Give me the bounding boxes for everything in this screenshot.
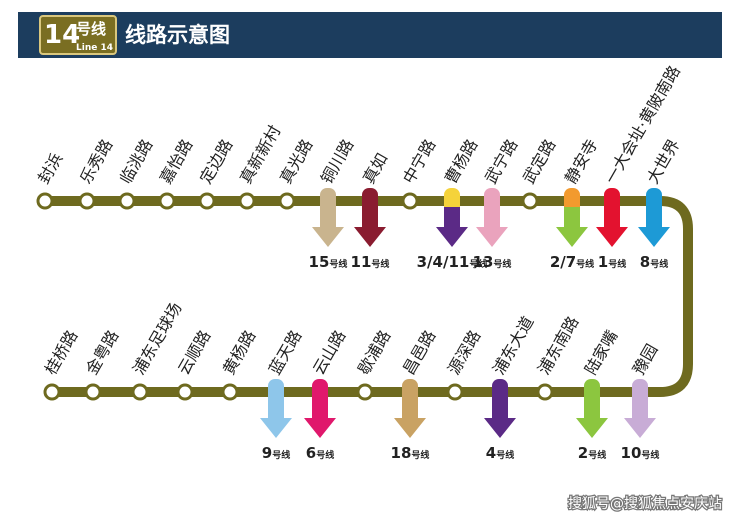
station-dot — [158, 192, 176, 210]
transfer-arrow — [576, 398, 608, 438]
transfer-label: 3/4/11号线 — [417, 253, 488, 271]
station-dot — [84, 383, 102, 401]
station-dot — [198, 192, 216, 210]
transfer-arrow — [638, 207, 670, 247]
transfer-label: 2/7号线 — [550, 253, 594, 271]
transfer-arrow — [596, 207, 628, 247]
station-dot — [221, 383, 239, 401]
transfer-arrow — [436, 207, 468, 247]
transfer-number: 2 — [578, 444, 588, 462]
transfer-arrow — [484, 398, 516, 438]
transfer-label: 8号线 — [640, 253, 668, 271]
track — [45, 196, 693, 397]
transfer-suffix: 号线 — [469, 258, 487, 270]
transfer-suffix: 号线 — [411, 449, 429, 461]
station-dot — [536, 383, 554, 401]
transfer-label: 4号线 — [486, 444, 514, 462]
station-dot — [131, 383, 149, 401]
transfer-arrow — [304, 398, 336, 438]
transfer-number: 4 — [486, 444, 496, 462]
transfer-number: 15 — [309, 253, 330, 271]
transfer-arrow — [354, 207, 386, 247]
transfer-suffix: 号线 — [588, 449, 606, 461]
station-dot — [176, 383, 194, 401]
transfer-arrow — [624, 398, 656, 438]
badge-suffix: 号线 — [76, 20, 106, 38]
transfer-suffix: 号线 — [316, 449, 334, 461]
transfer-suffix: 号线 — [576, 258, 594, 270]
station-dot — [356, 383, 374, 401]
transfer-label: 2号线 — [578, 444, 606, 462]
transfer-suffix: 号线 — [329, 258, 347, 270]
transfer-suffix: 号线 — [493, 258, 511, 270]
station-dot — [118, 192, 136, 210]
station-dot — [278, 192, 296, 210]
station-dot — [78, 192, 96, 210]
transfer-number: 2/7 — [550, 253, 576, 271]
transfer-number: 11 — [351, 253, 372, 271]
station-dot — [446, 383, 464, 401]
transfer-label: 13号线 — [473, 253, 512, 271]
transfer-label: 11号线 — [351, 253, 390, 271]
transfer-arrow — [556, 207, 588, 247]
transfer-number: 1 — [598, 253, 608, 271]
watermark: 搜狐号@搜狐焦点安庆站 — [568, 496, 722, 512]
transfer-arrow — [394, 398, 426, 438]
station-dot — [36, 192, 54, 210]
transfer-number: 9 — [262, 444, 272, 462]
line-badge — [39, 15, 117, 55]
badge-english: Line 14 — [76, 43, 113, 53]
transfer-number: 18 — [391, 444, 412, 462]
transfer-suffix: 号线 — [608, 258, 626, 270]
transfer-arrow — [476, 207, 508, 247]
badge-number: 14 — [44, 20, 80, 50]
transfer-label: 9号线 — [262, 444, 290, 462]
transfer-suffix: 号线 — [272, 449, 290, 461]
header-title: 线路示意图 — [125, 23, 230, 47]
station-dot — [43, 383, 61, 401]
transfer-number: 8 — [640, 253, 650, 271]
header-bar — [18, 12, 722, 58]
transfer-number: 3/4/11 — [417, 253, 470, 271]
station-dot — [521, 192, 539, 210]
transfer-number: 10 — [621, 444, 642, 462]
transfer-suffix: 号线 — [650, 258, 668, 270]
station-dot — [401, 192, 419, 210]
transfer-arrow — [260, 398, 292, 438]
transfer-label: 10号线 — [621, 444, 660, 462]
transfer-arrow — [312, 207, 344, 247]
transfer-suffix: 号线 — [371, 258, 389, 270]
transfer-suffix: 号线 — [641, 449, 659, 461]
transfer-suffix: 号线 — [496, 449, 514, 461]
transfer-number: 6 — [306, 444, 316, 462]
transfer-label: 1号线 — [598, 253, 626, 271]
station-dot — [238, 192, 256, 210]
transfer-label: 18号线 — [391, 444, 430, 462]
transfer-label: 6号线 — [306, 444, 334, 462]
transfer-label: 15号线 — [309, 253, 348, 271]
transfer-number: 13 — [473, 253, 494, 271]
